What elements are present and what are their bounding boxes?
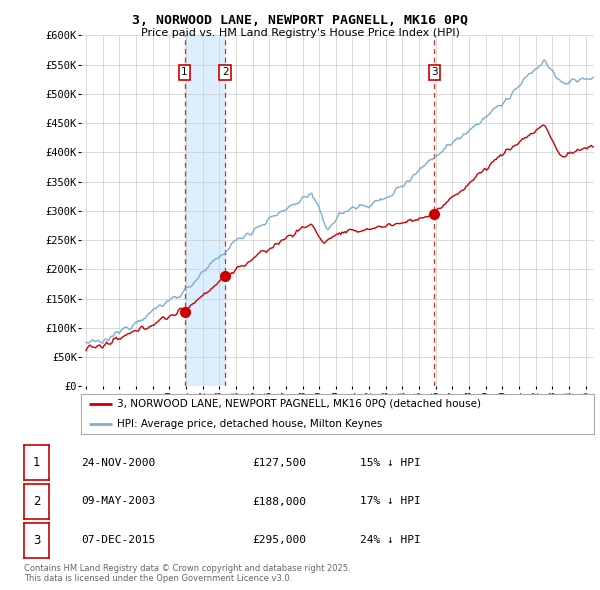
Text: 24-NOV-2000: 24-NOV-2000 bbox=[81, 458, 155, 467]
Bar bbox=[185, 35, 225, 386]
Text: Price paid vs. HM Land Registry's House Price Index (HPI): Price paid vs. HM Land Registry's House … bbox=[140, 28, 460, 38]
Text: 09-MAY-2003: 09-MAY-2003 bbox=[81, 497, 155, 506]
Text: 2: 2 bbox=[33, 495, 40, 508]
Text: £188,000: £188,000 bbox=[252, 497, 306, 506]
Text: 2: 2 bbox=[222, 67, 229, 77]
Text: 07-DEC-2015: 07-DEC-2015 bbox=[81, 536, 155, 545]
Text: £295,000: £295,000 bbox=[252, 536, 306, 545]
Text: £127,500: £127,500 bbox=[252, 458, 306, 467]
Text: 3: 3 bbox=[33, 534, 40, 547]
Text: HPI: Average price, detached house, Milton Keynes: HPI: Average price, detached house, Milt… bbox=[117, 419, 382, 428]
Text: 3: 3 bbox=[431, 67, 438, 77]
Text: 24% ↓ HPI: 24% ↓ HPI bbox=[360, 536, 421, 545]
Text: 15% ↓ HPI: 15% ↓ HPI bbox=[360, 458, 421, 467]
Text: 3, NORWOOD LANE, NEWPORT PAGNELL, MK16 0PQ (detached house): 3, NORWOOD LANE, NEWPORT PAGNELL, MK16 0… bbox=[117, 399, 481, 408]
Text: Contains HM Land Registry data © Crown copyright and database right 2025.
This d: Contains HM Land Registry data © Crown c… bbox=[24, 563, 350, 583]
Text: 3, NORWOOD LANE, NEWPORT PAGNELL, MK16 0PQ: 3, NORWOOD LANE, NEWPORT PAGNELL, MK16 0… bbox=[132, 14, 468, 27]
Text: 1: 1 bbox=[33, 456, 40, 469]
Text: 17% ↓ HPI: 17% ↓ HPI bbox=[360, 497, 421, 506]
Text: 1: 1 bbox=[181, 67, 188, 77]
